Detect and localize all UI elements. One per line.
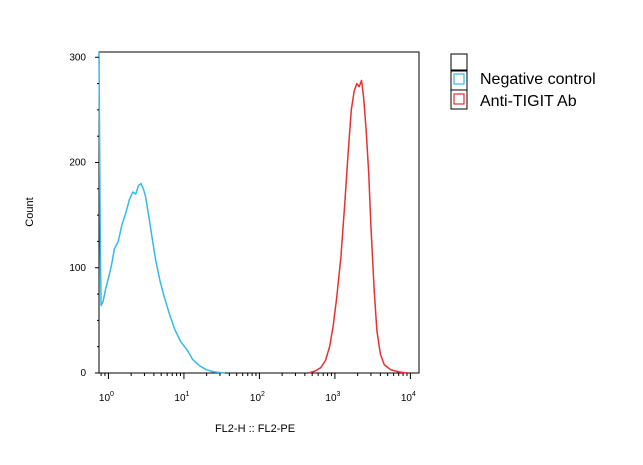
series-line-anti-tigit [308, 79, 407, 374]
legend-label-negative-control: Negative control [480, 71, 596, 88]
y-axis: 0 100 200 300 [69, 52, 99, 379]
legend-swatch-negative-control [453, 73, 465, 85]
x-tick-label: 103 [325, 391, 340, 404]
x-tick-label: 100 [99, 391, 114, 404]
legend-swatch-anti-tigit [453, 93, 465, 105]
x-axis-title: FL2-H :: FL2-PE [215, 423, 295, 435]
y-tick-label: 200 [69, 158, 86, 169]
x-tick-label: 101 [174, 391, 189, 404]
series-layer [98, 51, 407, 374]
legend-blank-swatch [450, 53, 468, 71]
y-tick-label: 0 [80, 368, 86, 379]
legend-swatch-frame-2 [450, 89, 468, 110]
plot-frame [98, 51, 420, 374]
series-line-negative-control [98, 51, 226, 374]
y-tick-label: 100 [69, 263, 86, 274]
x-tick-label: 104 [401, 391, 416, 404]
x-tick-label: 102 [250, 391, 265, 404]
legend-label-anti-tigit: Anti-TIGIT Ab [480, 93, 577, 110]
legend: Negative control Anti-TIGIT Ab [450, 53, 596, 110]
x-axis: 100 101 102 103 104 [99, 373, 416, 404]
y-tick-label: 300 [69, 52, 86, 63]
y-axis-title: Count [24, 197, 36, 226]
